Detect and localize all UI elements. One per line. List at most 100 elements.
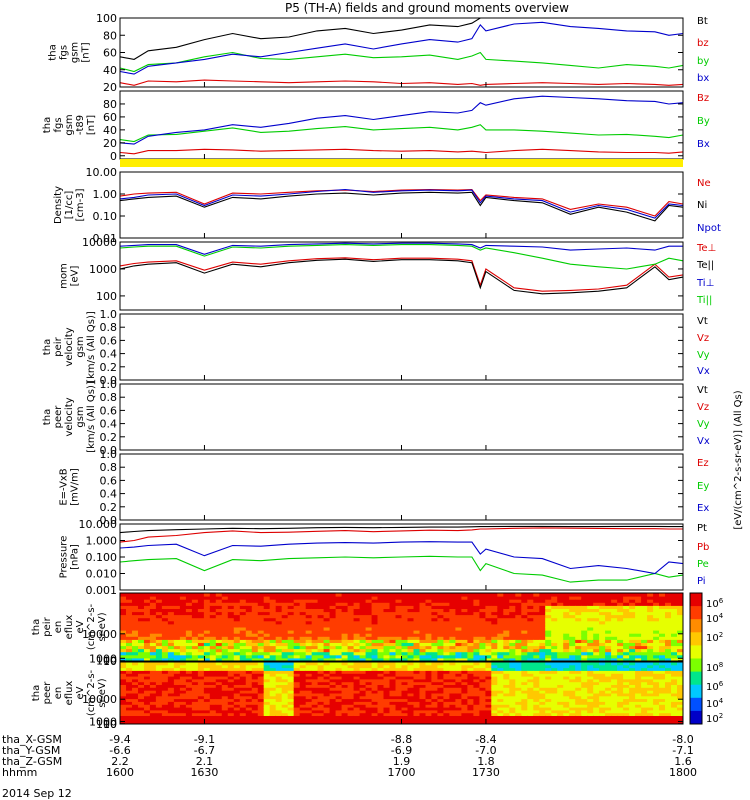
spectrogram-cell — [353, 620, 361, 625]
spectrogram-cell — [485, 636, 492, 640]
spectrogram-cell — [407, 599, 414, 603]
spectrogram-cell — [653, 620, 660, 625]
spectrogram-cell — [653, 636, 660, 640]
spectrogram-cell — [155, 602, 163, 606]
spectrogram-cell — [245, 698, 253, 702]
spectrogram-cell — [167, 614, 175, 619]
spectrogram-cell — [647, 693, 654, 697]
spectrogram-cell — [305, 602, 313, 606]
spectrogram-cell — [515, 676, 522, 680]
spectrogram-cell — [605, 620, 612, 625]
spectrogram-cell — [209, 602, 217, 606]
spectrogram-cell — [263, 662, 271, 666]
spectrogram-cell — [623, 602, 630, 606]
spectrogram-cell — [509, 614, 516, 619]
colorbar-tick-label: 102 — [706, 712, 723, 725]
spectrogram-cell — [473, 690, 480, 694]
spectrogram-cell — [479, 614, 486, 619]
spectrogram-cell — [173, 627, 181, 631]
spectrogram-cell — [161, 633, 169, 637]
spectrogram-cell — [431, 712, 438, 716]
spectrogram-cell — [299, 645, 307, 650]
spectrogram-cell — [629, 630, 636, 634]
spectrogram-cell — [407, 639, 414, 643]
spectrogram-cell — [431, 678, 438, 683]
spectrogram-cell — [413, 620, 420, 625]
spectrogram-cell — [635, 639, 642, 643]
spectrogram-cell — [653, 630, 660, 634]
spectrogram-cell — [317, 648, 325, 653]
spectrogram-cell — [293, 633, 301, 637]
spectrogram-cell — [317, 611, 325, 616]
spectrogram-cell — [551, 651, 558, 656]
spectrogram-cell — [347, 620, 355, 625]
spectrogram-cell — [509, 651, 516, 656]
spectrogram-cell — [383, 681, 390, 685]
spectrogram-cell — [545, 701, 552, 705]
spectrogram-cell — [395, 721, 402, 725]
spectrogram-cell — [611, 712, 618, 716]
spectrogram-cell — [335, 633, 343, 637]
spectrogram-cell — [341, 704, 349, 708]
spectrogram-cell — [233, 698, 241, 702]
spectrogram-cell — [185, 617, 193, 622]
spectrogram-cell — [479, 648, 486, 653]
spectrogram-cell — [215, 654, 223, 659]
spectrogram-cell — [185, 657, 193, 662]
spectrogram-cell — [407, 645, 414, 650]
spectrogram-cell — [173, 614, 181, 619]
spectrogram-cell — [467, 614, 474, 619]
spectrogram-cell — [419, 599, 426, 603]
spectrogram-cell — [167, 639, 175, 643]
spectrogram-cell — [545, 698, 552, 702]
spectrogram-cell — [671, 693, 678, 697]
spectrogram-cell — [377, 715, 384, 719]
spectrogram-cell — [293, 709, 301, 714]
spectrogram-cell — [221, 596, 229, 600]
spectrogram-cell — [389, 602, 396, 606]
spectrogram-cell — [293, 651, 301, 656]
spectrogram-cell — [605, 704, 612, 708]
spectrogram-cell — [671, 721, 678, 725]
spectrogram-cell — [443, 642, 450, 647]
spectrogram-cell — [647, 599, 654, 603]
status-bar — [120, 159, 683, 167]
spectrogram-cell — [461, 721, 468, 725]
spectrogram-cell — [191, 651, 199, 656]
spectrogram-cell — [126, 593, 133, 597]
spectrogram-cell — [635, 651, 642, 656]
spectrogram-cell — [281, 693, 289, 697]
spectrogram-cell — [623, 617, 630, 622]
spectrogram-cell — [617, 698, 624, 702]
spectrogram-cell — [173, 645, 181, 650]
spectrogram-cell — [173, 712, 181, 716]
spectrogram-cell — [461, 611, 468, 616]
spectrogram-cell — [425, 627, 432, 631]
spectrogram-cell — [167, 707, 175, 711]
spectrogram-cell — [557, 662, 564, 666]
spectrogram-cell — [563, 721, 570, 725]
spectrogram-cell — [383, 698, 390, 702]
spectrogram-cell — [461, 596, 468, 600]
spectrogram-cell — [149, 620, 157, 625]
spectrogram-cell — [179, 712, 187, 716]
spectrogram-cell — [227, 698, 235, 702]
spectrogram-cell — [281, 617, 289, 622]
spectrogram-cell — [641, 636, 648, 640]
y-axis-label: gsm — [75, 336, 86, 357]
spectrogram-cell — [221, 670, 229, 674]
spectrogram-cell — [347, 712, 355, 716]
spectrogram-cell — [120, 633, 127, 637]
spectrogram-cell — [275, 623, 283, 628]
spectrogram-cell — [149, 704, 157, 708]
y-axis-label: tha — [31, 619, 42, 635]
spectrogram-cell — [605, 701, 612, 705]
spectrogram-cell — [539, 608, 546, 613]
y-tick-label: 0.6 — [100, 474, 118, 487]
spectrogram-cell — [617, 712, 624, 716]
y-axis-label: tha — [42, 409, 53, 425]
spectrogram-cell — [677, 639, 684, 643]
spectrogram-cell — [161, 627, 169, 631]
spectrogram-cell — [383, 617, 390, 622]
